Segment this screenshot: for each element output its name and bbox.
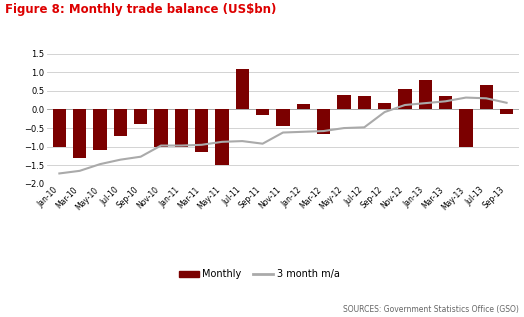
Bar bbox=[134, 109, 147, 124]
Bar bbox=[195, 109, 208, 152]
Bar bbox=[73, 109, 86, 158]
Bar bbox=[378, 103, 391, 109]
Bar bbox=[398, 89, 411, 109]
Bar bbox=[460, 109, 473, 147]
Bar bbox=[297, 104, 310, 109]
Bar bbox=[174, 109, 188, 147]
Bar bbox=[419, 81, 432, 109]
Bar bbox=[215, 109, 228, 165]
Text: SOURCES: Government Statistics Office (GSO): SOURCES: Government Statistics Office (G… bbox=[343, 305, 519, 314]
Bar bbox=[439, 96, 452, 109]
Bar bbox=[337, 94, 351, 109]
Bar bbox=[256, 109, 269, 115]
Bar bbox=[114, 109, 127, 135]
Bar bbox=[358, 96, 371, 109]
Legend: Monthly, 3 month m/a: Monthly, 3 month m/a bbox=[179, 269, 340, 279]
Bar bbox=[479, 85, 493, 109]
Bar bbox=[93, 109, 106, 150]
Bar bbox=[155, 109, 168, 147]
Bar bbox=[500, 109, 513, 114]
Text: Figure 8: Monthly trade balance (US$bn): Figure 8: Monthly trade balance (US$bn) bbox=[5, 3, 277, 16]
Bar bbox=[53, 109, 66, 147]
Bar bbox=[236, 68, 249, 109]
Bar bbox=[317, 109, 330, 134]
Bar bbox=[276, 109, 290, 126]
